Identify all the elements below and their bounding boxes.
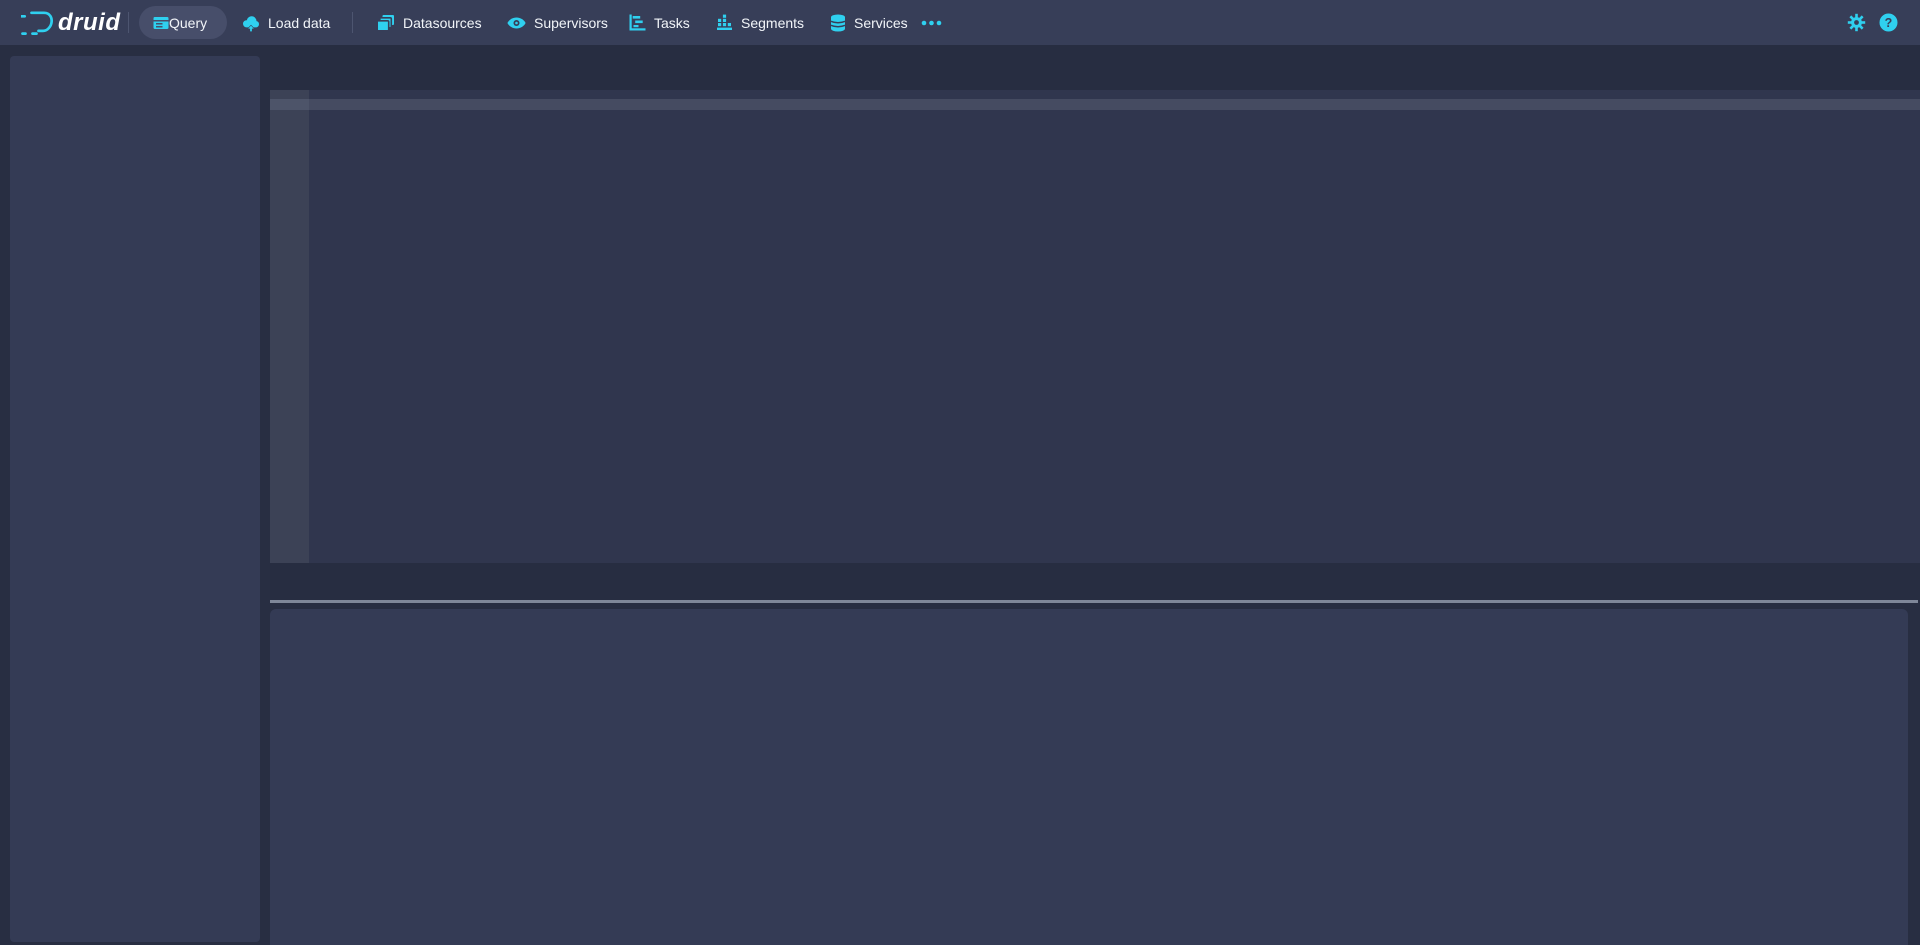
svg-text:?: ? [1885,16,1893,30]
